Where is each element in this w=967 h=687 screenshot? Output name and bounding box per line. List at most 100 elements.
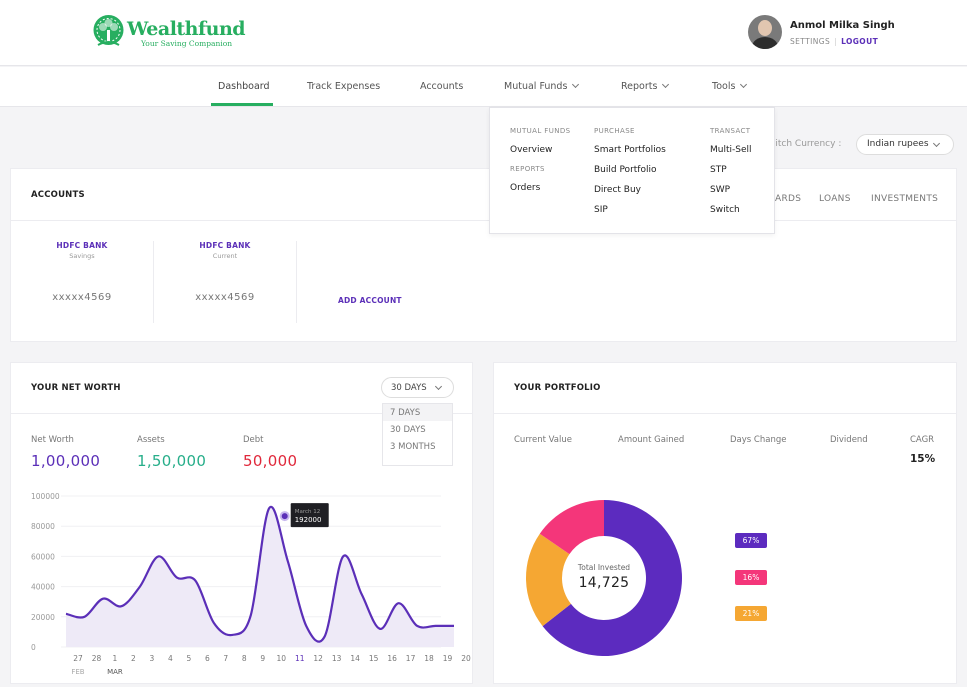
x-tick-label: 1 <box>113 654 118 663</box>
range-dropdown: 7 DAYS 30 DAYS 3 MONTHS <box>382 403 453 466</box>
net-worth-title: YOUR NET WORTH <box>31 383 121 393</box>
logout-link[interactable]: LOGOUT <box>841 36 879 46</box>
donut-slice[interactable] <box>542 500 682 656</box>
metric-label-days-change: Days Change <box>730 435 787 445</box>
accounts-title: ACCOUNTS <box>31 190 85 200</box>
menu-item-sip[interactable]: SIP <box>594 205 608 215</box>
donut-slice[interactable] <box>526 533 571 627</box>
bank-name: HDFC BANK <box>199 241 251 250</box>
data-point[interactable] <box>433 623 439 629</box>
nav-tools-label: Tools <box>712 81 736 92</box>
brand-name: Wealthfund <box>127 17 246 40</box>
range-option[interactable]: 30 DAYS <box>390 425 426 435</box>
data-point[interactable] <box>359 591 365 597</box>
x-tick-label: 8 <box>242 654 247 663</box>
divider <box>494 413 956 414</box>
menu-item-stp[interactable]: STP <box>710 165 727 175</box>
x-tick-label: 6 <box>205 654 210 663</box>
tab-investments[interactable]: INVESTMENTS <box>871 194 939 204</box>
donut-slice[interactable] <box>539 500 604 555</box>
menu-item-overview[interactable]: Overview <box>510 145 553 155</box>
nav-accounts[interactable]: Accounts <box>420 81 464 92</box>
x-tick-label: 16 <box>387 654 397 663</box>
menu-item-multi-sell[interactable]: Multi-Sell <box>710 145 752 155</box>
x-tick-label: 17 <box>406 654 416 663</box>
metric-value-cagr: 15% <box>910 453 936 465</box>
menu-item-swp[interactable]: SWP <box>710 185 731 195</box>
data-point[interactable] <box>322 633 328 639</box>
menu-heading: REPORTS <box>510 165 545 173</box>
tooltip-value: 192000 <box>295 516 322 524</box>
data-point[interactable] <box>377 626 383 632</box>
data-point[interactable] <box>285 558 291 564</box>
data-point[interactable] <box>248 612 254 618</box>
net-worth-card: YOUR NET WORTH 30 DAYS Net Worth Assets … <box>10 362 473 684</box>
data-point[interactable] <box>340 553 346 559</box>
settings-link[interactable]: SETTINGS <box>790 36 831 46</box>
data-point[interactable] <box>266 505 272 511</box>
x-tick-label: 18 <box>424 654 434 663</box>
y-tick-label: 80000 <box>31 522 55 531</box>
brand-logo[interactable]: Wealthfund Your Saving Companion <box>92 15 246 51</box>
data-point[interactable] <box>174 575 180 581</box>
tab-loans[interactable]: LOANS <box>819 194 851 204</box>
data-point[interactable] <box>155 553 161 559</box>
account-card-savings[interactable]: HDFC BANK Savings xxxxx4569 <box>11 241 154 323</box>
metric-label-cagr: CAGR <box>910 435 935 445</box>
tree-logo-icon <box>93 15 124 46</box>
slice-badge-16: 16% <box>735 570 767 585</box>
data-point[interactable] <box>63 611 69 617</box>
range-option[interactable]: 3 MONTHS <box>390 442 436 452</box>
data-point[interactable] <box>451 623 457 629</box>
data-point[interactable] <box>137 584 143 590</box>
menu-item-smart-portfolios[interactable]: Smart Portfolios <box>594 145 666 155</box>
net-worth-line <box>65 505 454 643</box>
data-point[interactable] <box>229 632 235 638</box>
x-tick-label: 10 <box>276 654 286 663</box>
data-point[interactable] <box>192 578 198 584</box>
account-number: xxxxx4569 <box>195 292 255 303</box>
account-card-current[interactable]: HDFC BANK Current xxxxx4569 <box>154 241 297 323</box>
account-type: Current <box>212 252 238 260</box>
metric-label-dividend: Dividend <box>830 435 868 445</box>
net-worth-area <box>66 506 454 647</box>
menu-item-orders[interactable]: Orders <box>510 183 541 193</box>
x-tick-label: 20 <box>461 654 471 663</box>
avatar[interactable] <box>748 15 782 49</box>
data-point[interactable] <box>118 603 124 609</box>
nav-mutual-funds[interactable]: Mutual Funds <box>504 80 580 92</box>
x-tick-label: 2 <box>131 654 136 663</box>
tab-cards[interactable]: ARDS <box>775 194 802 204</box>
menu-heading: PURCHASE <box>594 127 635 135</box>
menu-item-switch[interactable]: Switch <box>710 205 740 215</box>
portfolio-card: YOUR PORTFOLIO Current Value Amount Gain… <box>493 362 957 684</box>
stat-label-net-worth: Net Worth <box>31 435 74 445</box>
data-point[interactable] <box>396 600 402 606</box>
add-account-button[interactable]: ADD ACCOUNT <box>338 296 402 305</box>
data-point[interactable] <box>100 596 106 602</box>
menu-item-build-portfolio[interactable]: Build Portfolio <box>594 165 657 175</box>
x-tick-label: 7 <box>223 654 228 663</box>
highlight-marker[interactable] <box>279 511 290 522</box>
y-tick-label: 60000 <box>31 552 55 561</box>
data-point[interactable] <box>211 620 217 626</box>
range-select[interactable]: 30 DAYS <box>381 377 454 398</box>
data-point[interactable] <box>81 614 87 620</box>
x-tick-label: 28 <box>92 654 102 663</box>
nav-reports-label: Reports <box>621 81 658 92</box>
x-tick-label: 27 <box>73 654 83 663</box>
data-point[interactable] <box>414 623 420 629</box>
nav-reports[interactable]: Reports <box>621 80 670 92</box>
data-point[interactable] <box>303 623 309 629</box>
nav-dashboard[interactable]: Dashboard <box>218 81 270 92</box>
bank-name: HDFC BANK <box>56 241 108 250</box>
y-tick-label: 40000 <box>31 583 55 592</box>
nav-track-expenses[interactable]: Track Expenses <box>307 81 381 92</box>
range-option[interactable]: 7 DAYS <box>383 404 452 421</box>
menu-item-direct-buy[interactable]: Direct Buy <box>594 185 642 195</box>
chevron-down-icon <box>662 80 670 89</box>
currency-select[interactable]: Indian rupees <box>856 134 954 155</box>
currency-label: witch Currency : <box>768 139 842 149</box>
nav-tools[interactable]: Tools <box>712 80 748 92</box>
